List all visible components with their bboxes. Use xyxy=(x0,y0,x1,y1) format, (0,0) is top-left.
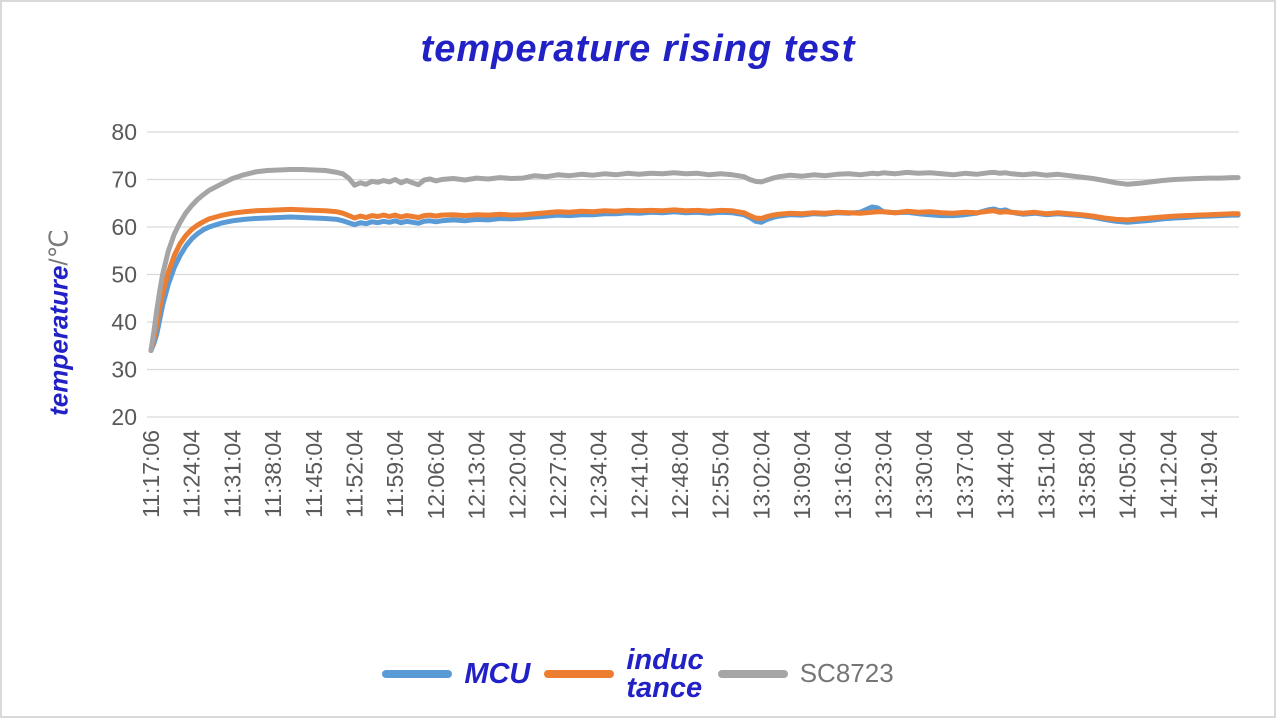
x-tick-label: 11:31:04 xyxy=(219,430,245,518)
x-tick-label: 12:55:04 xyxy=(708,430,734,520)
series-line-inductance xyxy=(148,206,1241,353)
x-tick-label: 13:37:04 xyxy=(952,430,978,520)
series-line-sc8723 xyxy=(148,167,1241,353)
x-tick-label: 12:34:04 xyxy=(586,430,612,520)
x-tick-label: 12:06:04 xyxy=(423,430,449,520)
legend-item-mcu: MCU xyxy=(382,657,531,690)
y-tick-label: 80 xyxy=(111,119,137,145)
x-tick-label: 11:59:04 xyxy=(382,430,408,518)
x-tick-label: 11:24:04 xyxy=(179,430,205,518)
x-tick-label: 11:45:04 xyxy=(301,430,327,518)
series-line-mcu xyxy=(148,204,1241,353)
x-tick-label: 12:13:04 xyxy=(464,430,490,520)
x-tick-label: 13:30:04 xyxy=(911,430,937,520)
x-tick-label: 12:48:04 xyxy=(667,430,693,520)
x-tick-label: 12:20:04 xyxy=(504,430,530,520)
legend-item-inductance: induc tance xyxy=(544,643,704,704)
y-tick-label: 60 xyxy=(111,214,137,240)
x-tick-label: 13:23:04 xyxy=(871,430,897,520)
x-tick-label: 14:05:04 xyxy=(1115,430,1141,520)
y-tick-label: 70 xyxy=(111,167,137,193)
x-tick-label: 13:09:04 xyxy=(789,430,815,520)
legend-label-inductance: induc tance xyxy=(626,643,704,704)
legend-label-mcu: MCU xyxy=(464,657,531,690)
x-tick-label: 14:12:04 xyxy=(1155,430,1181,520)
legend: MCU induc tance SC8723 xyxy=(2,634,1274,714)
y-tick-label: 40 xyxy=(111,309,137,335)
y-tick-label: 30 xyxy=(111,357,137,383)
legend-swatch-mcu xyxy=(382,670,453,678)
legend-label-sc8723: SC8723 xyxy=(799,658,894,689)
x-tick-label: 14:19:04 xyxy=(1196,430,1222,520)
chart-title: temperature rising test xyxy=(420,28,856,70)
legend-swatch-inductance xyxy=(544,670,615,678)
legend-item-sc8723: SC8723 xyxy=(717,658,894,689)
x-tick-label: 12:41:04 xyxy=(626,430,652,520)
x-tick-label: 11:17:06 xyxy=(138,430,164,518)
x-tick-label: 13:51:04 xyxy=(1033,430,1059,520)
legend-swatch-sc8723 xyxy=(717,670,788,678)
y-tick-label: 20 xyxy=(111,404,137,430)
x-tick-label: 13:44:04 xyxy=(993,430,1019,520)
x-tick-label: 12:27:04 xyxy=(545,430,571,520)
x-tick-label: 13:58:04 xyxy=(1074,430,1100,520)
x-tick-label: 11:52:04 xyxy=(341,430,367,518)
x-tick-label: 11:38:04 xyxy=(260,430,286,518)
x-tick-label: 13:16:04 xyxy=(830,430,856,520)
x-tick-label: 13:02:04 xyxy=(748,430,774,520)
y-tick-label: 50 xyxy=(111,262,137,288)
